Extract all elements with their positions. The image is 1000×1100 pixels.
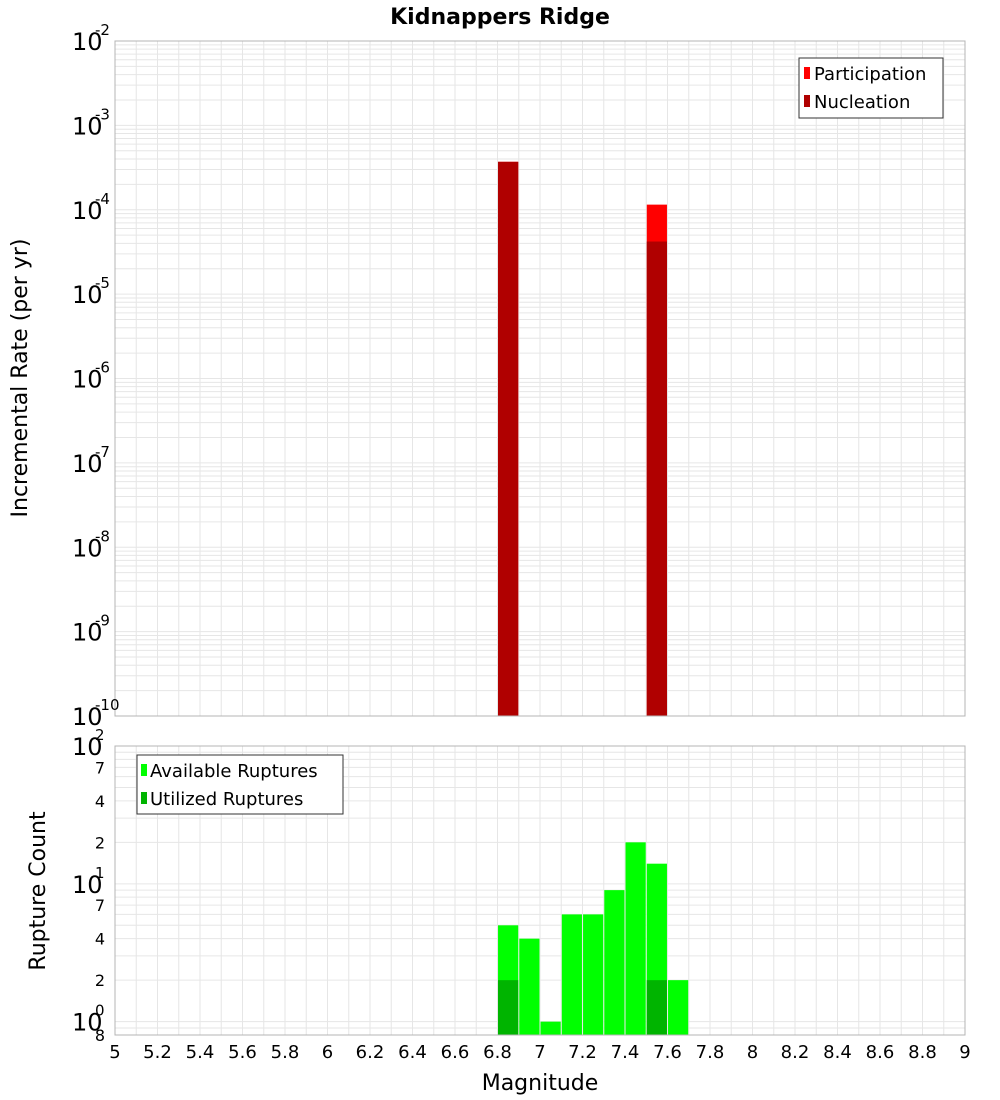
rate-panel: 10-210-310-410-510-610-710-810-910-10 In… xyxy=(8,21,966,731)
count-y-tick-base: 10 xyxy=(72,1009,103,1037)
rate-y-tick-labels: 10-210-310-410-510-610-710-810-910-10 xyxy=(72,21,120,731)
rate-y-tick-exponent: -6 xyxy=(95,359,110,377)
count-y-minor-tick-label: 7 xyxy=(95,896,105,915)
count-y-tick-exponent: 2 xyxy=(95,726,105,744)
rate-y-tick-exponent: -2 xyxy=(95,21,110,39)
count-y-minor-tick-label: 7 xyxy=(95,758,105,777)
x-tick-label: 7 xyxy=(534,1042,545,1063)
available-ruptures-bar xyxy=(604,890,625,1035)
utilized-legend-swatch xyxy=(141,792,147,804)
rate-y-tick-base: 10 xyxy=(72,703,103,731)
rate-y-tick-exponent: -3 xyxy=(95,105,110,123)
x-axis-label: Magnitude xyxy=(482,1071,599,1096)
x-tick-label: 7.6 xyxy=(653,1042,682,1063)
rate-y-tick-base: 10 xyxy=(72,112,103,140)
x-tick-label: 9 xyxy=(959,1042,970,1063)
rate-legend: Participation Nucleation xyxy=(798,57,944,119)
count-y-minor-tick-label: 8 xyxy=(95,1026,105,1045)
available-legend-label: Available Ruptures xyxy=(150,761,318,782)
x-tick-label: 8.2 xyxy=(781,1042,810,1063)
rate-legend-box xyxy=(798,57,944,119)
rate-y-tick-exponent: -9 xyxy=(95,612,110,630)
participation-legend-swatch xyxy=(804,67,810,79)
available-legend-swatch xyxy=(141,764,147,776)
x-tick-label: 8.6 xyxy=(866,1042,895,1063)
x-tick-label: 6.4 xyxy=(398,1042,427,1063)
chart-title: Kidnappers Ridge xyxy=(390,5,610,30)
nucleation-legend-swatch xyxy=(804,95,810,107)
x-tick-label: 6.6 xyxy=(441,1042,470,1063)
count-y-tick-base: 10 xyxy=(72,871,103,899)
x-tick-label: 6.2 xyxy=(356,1042,385,1063)
available-ruptures-bar xyxy=(583,914,604,1035)
count-y-tick-exponent: 1 xyxy=(95,864,105,882)
x-tick-labels: 5 5.2 5.4 5.6 5.8 6 6.2 6.4 6.6 6.8 7 7.2 7.4 7.6 7.8 8… xyxy=(109,1042,970,1063)
rate-y-tick-base: 10 xyxy=(72,619,103,647)
x-tick-label: 6 xyxy=(322,1042,333,1063)
x-tick-label: 5 xyxy=(109,1042,120,1063)
count-y-minor-tick-label: 2 xyxy=(95,833,105,852)
x-tick-label: 7.4 xyxy=(611,1042,640,1063)
x-tick-label: 5.6 xyxy=(228,1042,257,1063)
available-ruptures-bar xyxy=(625,842,646,1035)
count-y-minor-tick-label: 4 xyxy=(95,792,105,811)
rate-y-tick-exponent: -5 xyxy=(95,274,110,292)
rate-y-tick-exponent: -8 xyxy=(95,527,110,545)
count-legend: Available Ruptures Utilized Ruptures xyxy=(136,754,344,815)
rate-y-tick-base: 10 xyxy=(72,534,103,562)
count-bars xyxy=(498,842,689,1035)
x-tick-label: 7.8 xyxy=(696,1042,725,1063)
count-y-minor-tick-label: 2 xyxy=(95,971,105,990)
rate-y-tick-exponent: -7 xyxy=(95,443,110,461)
nucleation-bar xyxy=(646,241,667,717)
rate-gridlines xyxy=(114,41,966,717)
x-tick-label: 7.2 xyxy=(568,1042,597,1063)
count-y-minor-tick-label: 4 xyxy=(95,930,105,949)
utilized-ruptures-bar xyxy=(646,980,667,1035)
available-ruptures-bar xyxy=(668,980,689,1035)
rate-y-tick-base: 10 xyxy=(72,450,103,478)
participation-legend-label: Participation xyxy=(814,64,926,85)
available-ruptures-bar xyxy=(519,938,540,1035)
rate-y-tick-base: 10 xyxy=(72,366,103,394)
count-y-tick-base: 10 xyxy=(72,733,103,761)
utilized-ruptures-bar xyxy=(498,980,519,1035)
rate-y-axis-label: Incremental Rate (per yr) xyxy=(8,239,33,518)
rate-y-tick-exponent: -4 xyxy=(95,190,110,208)
nucleation-bar xyxy=(498,161,519,716)
x-tick-label: 6.8 xyxy=(483,1042,512,1063)
count-y-axis-label: Rupture Count xyxy=(26,811,51,971)
x-tick-label: 8.4 xyxy=(823,1042,852,1063)
available-ruptures-bar xyxy=(561,914,582,1035)
x-tick-label: 5.2 xyxy=(143,1042,172,1063)
utilized-legend-label: Utilized Ruptures xyxy=(150,789,303,810)
count-plot-frame xyxy=(114,745,966,1036)
count-y-tick-exponent: 0 xyxy=(95,1002,105,1020)
x-tick-label: 8.8 xyxy=(908,1042,937,1063)
rate-y-tick-base: 10 xyxy=(72,281,103,309)
rate-bars xyxy=(498,161,667,717)
count-legend-box xyxy=(136,754,344,815)
rate-y-tick-base: 10 xyxy=(72,28,103,56)
x-tick-label: 5.4 xyxy=(186,1042,215,1063)
rate-y-tick-exponent: -10 xyxy=(95,696,120,714)
nucleation-legend-label: Nucleation xyxy=(814,92,910,113)
available-ruptures-bar xyxy=(540,1021,561,1035)
x-tick-label: 8 xyxy=(747,1042,758,1063)
rate-plot-frame xyxy=(114,40,966,717)
x-tick-label: 5.8 xyxy=(271,1042,300,1063)
rate-y-tick-base: 10 xyxy=(72,197,103,225)
